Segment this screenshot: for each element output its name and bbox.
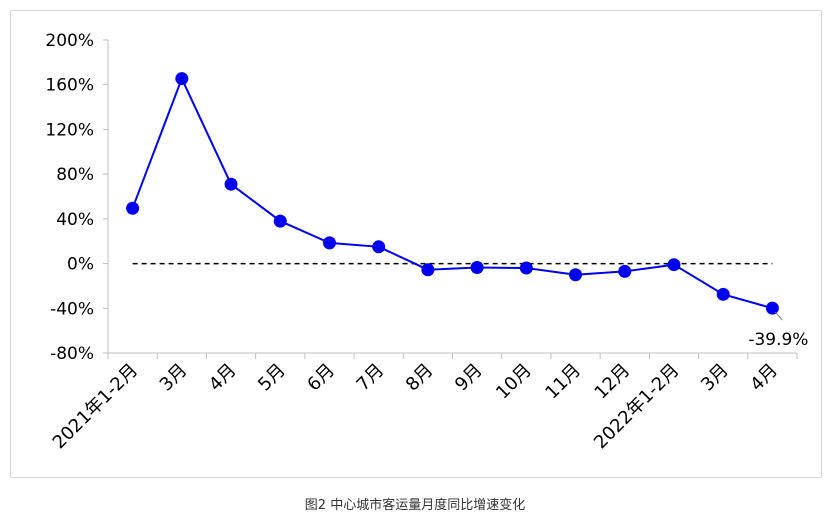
- series: [126, 72, 779, 315]
- x-tick-label: 10月: [492, 360, 536, 404]
- figure-caption: 图2 中心城市客运量月度同比增速变化: [304, 498, 526, 513]
- annotation-leader: [775, 311, 783, 321]
- data-point: [618, 264, 632, 278]
- x-tick-label: 4月: [746, 360, 782, 396]
- data-point: [175, 72, 189, 86]
- x-tick-label: 11月: [541, 360, 585, 404]
- data-point: [519, 261, 533, 275]
- data-label: -39.9%: [748, 330, 808, 350]
- series-line: [131, 76, 773, 310]
- x-tick-label: 3月: [697, 360, 733, 396]
- x-tick-label: 3月: [156, 360, 192, 396]
- data-point: [372, 240, 386, 254]
- data-point: [322, 236, 336, 250]
- annotations: -39.9%: [748, 311, 808, 350]
- x-tick-label: 2021年1-2月: [49, 360, 142, 453]
- x-tick-label: 6月: [303, 360, 339, 396]
- data-point: [716, 287, 730, 301]
- y-tick-label: 80%: [56, 165, 94, 185]
- data-point: [126, 201, 140, 215]
- data-point: [421, 263, 435, 277]
- x-tick-label: 9月: [451, 360, 487, 396]
- x-tick-label: 5月: [254, 360, 290, 396]
- line-chart: -80% -40% 0% 40% 80% 120% 160% 200% 2021年1-2月 3月…: [45, 31, 808, 453]
- y-tick-label: -80%: [50, 344, 94, 364]
- y-axis: -80% -40% 0% 40% 80% 120% 160% 200%: [45, 31, 109, 364]
- x-tick-label: 4月: [205, 360, 241, 396]
- x-tick-label: 12月: [591, 360, 635, 404]
- y-tick-label: 120%: [45, 120, 94, 140]
- x-axis: 2021年1-2月 3月 4月 5月 6月 7月 8月 9月 10月 11月 12月2022年1-2…: [49, 352, 798, 453]
- y-tick-label: 40%: [56, 210, 94, 230]
- data-point: [224, 177, 238, 191]
- y-tick-label: 200%: [45, 31, 94, 51]
- data-point: [569, 268, 583, 282]
- data-point: [765, 301, 779, 315]
- data-point: [470, 260, 484, 274]
- x-tick-label: 8月: [402, 360, 438, 396]
- y-tick-label: 160%: [45, 76, 94, 96]
- data-point: [667, 258, 681, 272]
- y-tick-label: 0%: [67, 255, 94, 275]
- chart-frame: [10, 10, 822, 478]
- data-point: [273, 214, 287, 228]
- x-tick-label: 7月: [353, 360, 389, 396]
- y-tick-label: -40%: [50, 299, 94, 319]
